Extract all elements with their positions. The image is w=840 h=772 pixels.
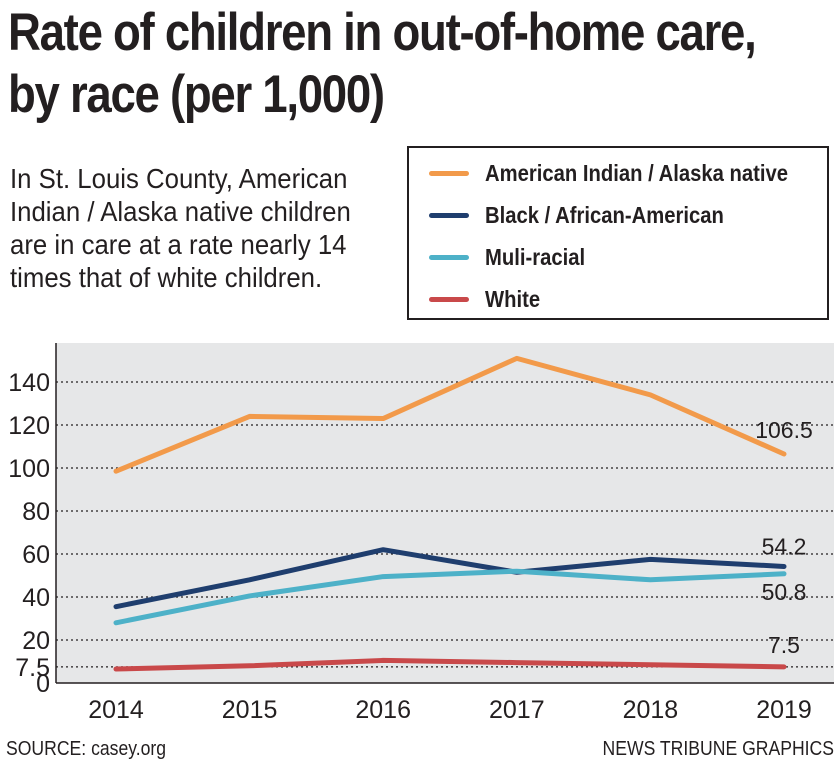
x-tick-label: 2019: [756, 696, 812, 724]
y-tick-label: 120: [8, 412, 50, 440]
y-tick-label: 100: [8, 455, 50, 483]
y-tick-label: 0: [36, 670, 50, 698]
series-line: [113, 547, 787, 610]
plot-area: [56, 343, 834, 683]
x-tick-label: 2015: [222, 696, 278, 724]
legend-item-multiracial: Muli-racial: [429, 242, 599, 272]
legend-label: American Indian / Alaska native: [485, 159, 788, 186]
data-label: 50.8: [762, 579, 807, 605]
data-label: 7.5: [768, 632, 800, 658]
title-line-1: Rate of children in out-of-home care,: [8, 3, 757, 62]
y-tick-label: 60: [22, 541, 50, 569]
x-tick-label: 2016: [355, 696, 411, 724]
legend-item-white: White: [429, 284, 548, 314]
x-tick-label: 2018: [623, 696, 679, 724]
credit-note: NEWS TRIBUNE GRAPHICS: [602, 738, 834, 760]
legend-label: Muli-racial: [485, 243, 586, 270]
legend-swatch: [429, 170, 469, 176]
y-tick-label: 80: [22, 498, 50, 526]
series-line: [113, 568, 787, 626]
legend-swatch: [429, 212, 469, 218]
y-tick-label: 7.5: [15, 654, 50, 682]
page-title: Rate of children in out-of-home care, by…: [8, 2, 757, 126]
data-label: 54.2: [762, 533, 807, 559]
subtitle: In St. Louis County, American Indian / A…: [10, 163, 351, 293]
source-note: SOURCE: casey.org: [6, 738, 167, 760]
legend-item-black: Black / African-American: [429, 200, 756, 230]
y-tick-label: 40: [22, 584, 50, 612]
data-label: 106.5: [755, 417, 813, 443]
title-line-2: by race (per 1,000): [8, 65, 385, 124]
legend-label: White: [485, 285, 541, 312]
x-tick-label: 2014: [88, 696, 144, 724]
x-tick-label: 2017: [489, 696, 545, 724]
y-tick-label: 140: [8, 369, 50, 397]
legend-swatch: [429, 254, 469, 260]
legend: American Indian / Alaska native Black / …: [407, 146, 829, 320]
series-line: [113, 355, 787, 474]
y-tick-label: 20: [22, 627, 50, 655]
legend-label: Black / African-American: [485, 201, 724, 228]
legend-item-american-indian: American Indian / Alaska native: [429, 158, 829, 188]
series-line: [113, 657, 787, 672]
legend-swatch: [429, 296, 469, 302]
